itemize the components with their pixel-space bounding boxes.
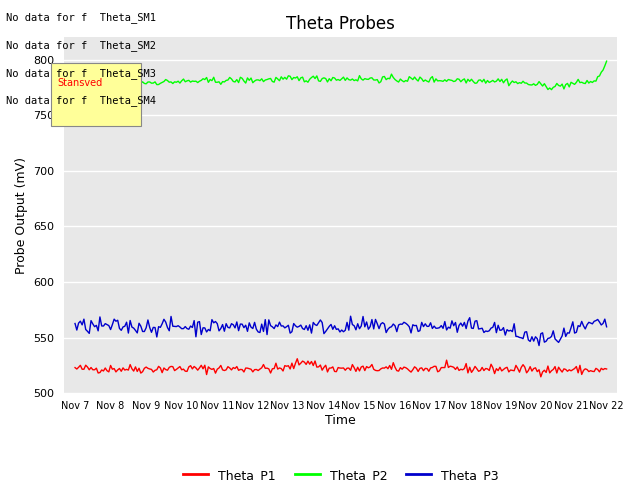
Text: Stansved: Stansved — [58, 78, 103, 88]
X-axis label: Time: Time — [325, 414, 356, 427]
Title: Theta Probes: Theta Probes — [286, 15, 396, 33]
Legend: Theta_P1, Theta_P2, Theta_P3: Theta_P1, Theta_P2, Theta_P3 — [178, 464, 504, 480]
Text: No data for f  Theta_SM1: No data for f Theta_SM1 — [6, 12, 156, 23]
Y-axis label: Probe Output (mV): Probe Output (mV) — [15, 157, 28, 274]
Text: No data for f  Theta_SM3: No data for f Theta_SM3 — [6, 68, 156, 79]
Text: No data for f  Theta_SM4: No data for f Theta_SM4 — [6, 96, 156, 107]
Text: No data for f  Theta_SM2: No data for f Theta_SM2 — [6, 40, 156, 51]
